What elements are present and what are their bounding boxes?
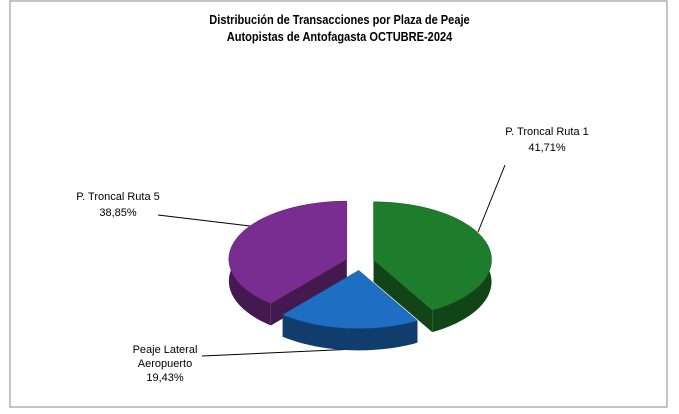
chart-title: Distribución de Transacciones por Plaza … [209, 12, 470, 27]
slice-label: Peaje Lateral Aeropuerto [132, 344, 198, 370]
slice-side [270, 259, 347, 326]
leader-line [477, 164, 506, 233]
slice-value-label: 19,43% [146, 372, 184, 384]
slice-value-label: 38,85% [99, 207, 137, 219]
leader-line [157, 214, 251, 227]
slice [373, 201, 492, 311]
slice-label: P. Troncal Ruta 5 [76, 191, 160, 203]
leader-line [201, 348, 357, 357]
slice [228, 200, 348, 304]
slice-label: P. Troncal Ruta 1 [505, 126, 589, 138]
chart-subtitle: Autopistas de Antofagasta OCTUBRE-2024 [226, 29, 453, 44]
slice [282, 270, 418, 329]
slice-side [282, 314, 418, 351]
slice-side [373, 259, 433, 333]
slice-value-label: 41,71% [528, 142, 566, 154]
